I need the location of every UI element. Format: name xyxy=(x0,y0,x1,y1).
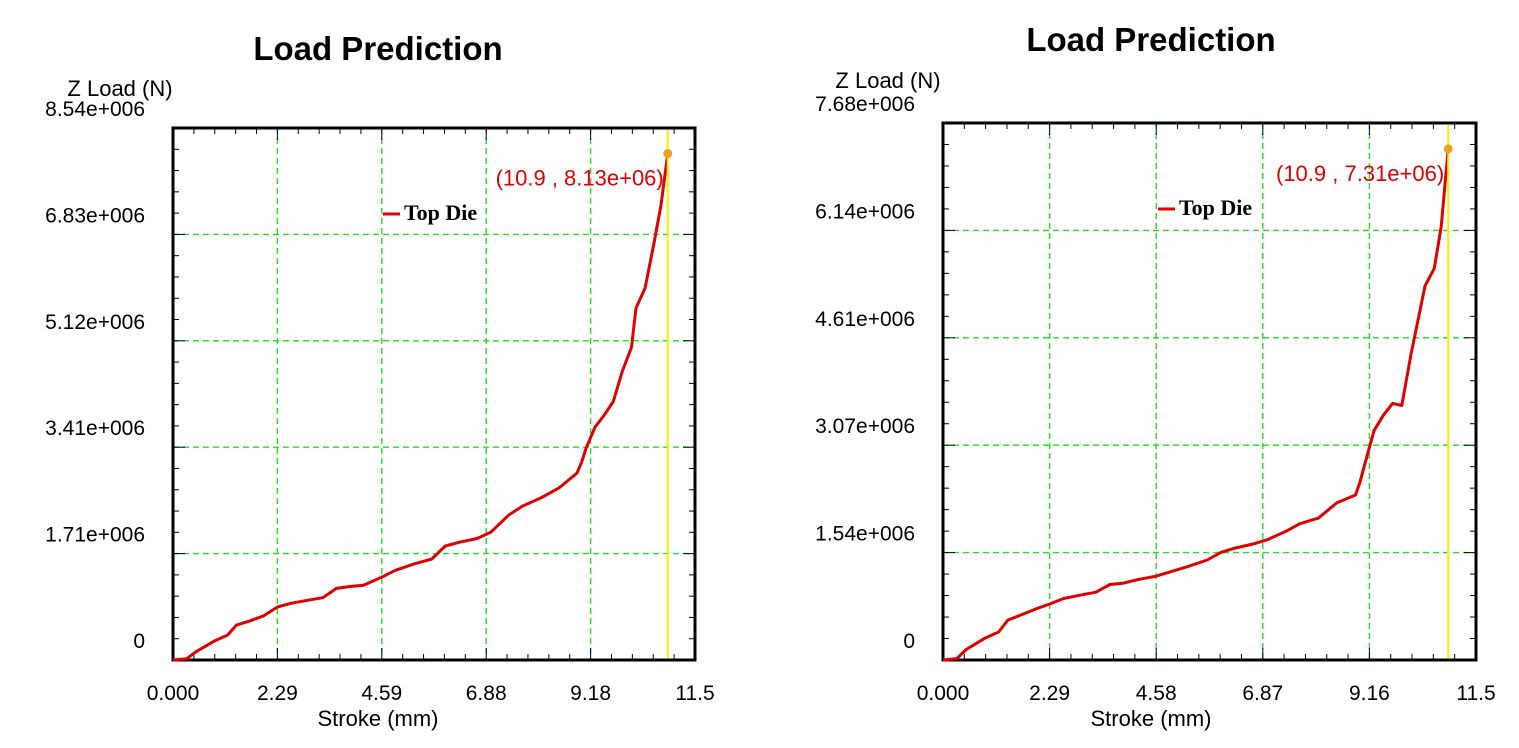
x-tick-label: 9.16 xyxy=(1349,682,1390,705)
x-tick-label: 0.000 xyxy=(917,682,970,705)
x-tick-label: 2.29 xyxy=(1029,682,1070,705)
x-axis-label: Stroke (mm) xyxy=(318,706,439,731)
y-tick-label: 6.83e+006 xyxy=(45,204,145,227)
x-tick-label: 4.58 xyxy=(1136,682,1177,705)
series-line-top-die xyxy=(172,153,670,662)
x-tick-label: 0.000 xyxy=(147,682,200,705)
y-tick-label: 0 xyxy=(903,630,915,653)
plot-frame xyxy=(171,126,697,662)
plot-frame xyxy=(941,121,1478,662)
y-axis-label: Z Load (N) xyxy=(67,76,172,101)
y-tick-label: 1.54e+006 xyxy=(815,523,915,546)
cursor-marker xyxy=(1443,144,1453,154)
x-tick-label: 11.5 xyxy=(675,682,714,705)
x-tick-label: 6.87 xyxy=(1242,682,1283,705)
y-tick-label: 3.41e+006 xyxy=(45,417,145,440)
x-tick-label: 2.29 xyxy=(257,682,298,705)
chart-panel-left: Load Prediction Z Load (N) Stroke (mm) 0.00… xyxy=(45,30,715,731)
legend-label: Top Die xyxy=(404,200,477,225)
y-tick-label: 1.71e+006 xyxy=(45,524,145,547)
y-axis-label: Z Load (N) xyxy=(835,68,940,93)
legend-label: Top Die xyxy=(1179,195,1252,220)
cursor-value-label: (10.9 , 7.31e+06) xyxy=(1276,161,1444,186)
y-tick-label: 8.54e+006 xyxy=(45,98,145,121)
chart-title: Load Prediction xyxy=(1026,21,1275,58)
y-tick-label: 4.61e+006 xyxy=(815,308,915,331)
x-tick-label: 4.59 xyxy=(361,682,402,705)
load-prediction-chart-right: Load Prediction Z Load (N) Stroke (mm) 0.00… xyxy=(815,21,1496,731)
x-tick-label: 6.88 xyxy=(466,682,507,705)
x-axis-label: Stroke (mm) xyxy=(1091,706,1212,731)
series-line-top-die xyxy=(942,148,1450,662)
cursor-marker xyxy=(663,149,673,159)
y-tick-label: 7.68e+006 xyxy=(815,93,915,116)
load-prediction-chart-left: Load Prediction Z Load (N) Stroke (mm) 0.00… xyxy=(45,30,715,731)
cursor-value-label: (10.9 , 8.13e+06) xyxy=(496,166,664,191)
y-tick-label: 6.14e+006 xyxy=(815,200,915,223)
y-tick-label: 3.07e+006 xyxy=(815,415,915,438)
x-tick-label: 11.5 xyxy=(1456,682,1495,705)
chart-panel-right: Load Prediction Z Load (N) Stroke (mm) 0.00… xyxy=(760,0,1519,748)
y-tick-label: 5.12e+006 xyxy=(45,311,145,334)
x-tick-label: 9.18 xyxy=(570,682,611,705)
y-tick-label: 0 xyxy=(133,630,145,653)
chart-title: Load Prediction xyxy=(253,30,502,67)
